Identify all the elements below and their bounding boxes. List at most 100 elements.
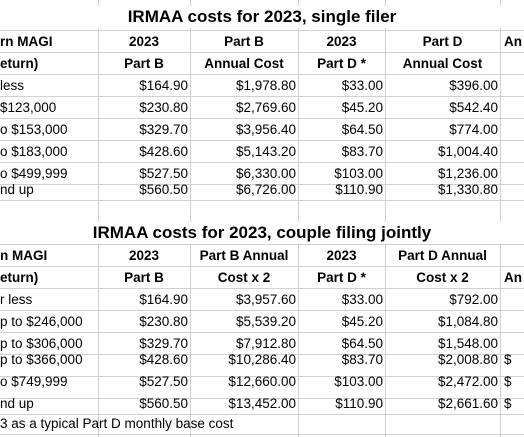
gridline (0, 118, 524, 119)
table2-title-row: IRMAA costs for 2023, couple filing join… (0, 222, 524, 244)
table2-cell-partd-annual: $2,661.60 (437, 396, 498, 411)
table1-cell-income: nd up (0, 182, 34, 197)
gridline (0, 162, 524, 163)
table1-header-2023-b: 2023 (128, 34, 160, 49)
gridline-vertical (298, 0, 299, 437)
table1-cell-partb-annual: $6,726.00 (235, 182, 296, 197)
gridline (0, 398, 524, 399)
table2-cell-income: nd up (0, 396, 34, 411)
table2-cell-partb: $560.50 (139, 396, 188, 411)
table1-cell-partd-annual: $1,004.40 (437, 144, 498, 159)
table1-cell-income: o $499,999 (0, 166, 68, 181)
table1-header2-partd: Part D * (317, 56, 366, 71)
table2-cell-partb: $329.70 (139, 336, 188, 351)
gridline (0, 310, 524, 311)
table1-title: IRMAA costs for 2023, single filer (127, 7, 397, 26)
table2-header2-partb: Part B (124, 270, 164, 285)
table2-cell-extra: $ (504, 374, 512, 389)
table2-cell-partd: $45.20 (341, 314, 383, 329)
table1-header-partd-annual: Part D (422, 34, 463, 49)
table1-cell-partb-annual: $3,956.40 (235, 122, 296, 137)
table2-cell-extra: $ (504, 352, 512, 367)
table2-cell-income: p to $246,000 (0, 314, 83, 329)
table2-header-magi: n MAGI (0, 248, 48, 263)
gridline (0, 376, 524, 377)
table2-cell-partb-annual: $13,452.00 (228, 396, 296, 411)
table2-cell-partd: $83.70 (341, 352, 383, 367)
table1-cell-income: o $183,000 (0, 144, 68, 159)
table2-header-2023-b: 2023 (128, 248, 160, 263)
table1-cell-partd-annual: $774.00 (449, 122, 498, 137)
gridline (0, 200, 524, 201)
table1-cell-partd: $64.50 (341, 122, 383, 137)
table2-cell-income: o $749,999 (0, 374, 68, 389)
gridline-vertical (190, 0, 191, 437)
table2-cell-partd-annual: $792.00 (449, 292, 498, 307)
table1-header2-magi: eturn) (0, 56, 39, 71)
table1-cell-partb-annual: $5,143.20 (235, 144, 296, 159)
table2-cell-partb: $428.60 (139, 352, 188, 367)
gridline (0, 414, 524, 415)
table2-cell-partb: $527.50 (139, 374, 188, 389)
table2-cell-partd: $110.90 (335, 396, 383, 411)
table1-header-partb-annual: Part B (224, 34, 264, 49)
table1-cell-income: less (0, 78, 25, 93)
table1-cell-partb: $560.50 (139, 182, 188, 197)
table2-header-2023-d: 2023 (326, 248, 357, 263)
gridline (0, 354, 524, 355)
table2-cell-extra: $ (504, 396, 512, 411)
table2-header2-annual-d: Cost x 2 (416, 270, 469, 285)
gridline (0, 266, 524, 267)
table1-header2-annual-b: Annual Cost (204, 56, 284, 71)
table1-header2-annual-d: Annual Cost (402, 56, 483, 71)
table1-cell-partd-annual: $396.00 (449, 78, 498, 93)
table2-cell-partd: $33.00 (341, 292, 383, 307)
gridline-vertical (385, 0, 386, 437)
gridline (0, 184, 524, 185)
footnote: 3 as a typical Part D monthly base cost (0, 416, 234, 431)
table1-cell-partd: $103.00 (334, 166, 383, 181)
table2-cell-partd-annual: $2,472.00 (437, 374, 498, 389)
table1-cell-partb: $527.50 (139, 166, 188, 181)
table2-header-partb-annual: Part B Annual (199, 248, 289, 263)
table2-cell-income: r less (0, 292, 33, 307)
gridline-vertical (500, 0, 501, 437)
table1-cell-partd: $33.00 (341, 78, 383, 93)
table2-header2-annual-b: Cost x 2 (217, 270, 271, 285)
table1-cell-partd: $110.90 (335, 182, 383, 197)
gridline (0, 140, 524, 141)
table1-cell-partd-annual: $1,330.80 (437, 182, 498, 197)
table1-cell-partd: $83.70 (341, 144, 383, 159)
table2-header2-partd: Part D * (317, 270, 366, 285)
table2-cell-partd: $64.50 (341, 336, 383, 351)
table1-cell-income: o $153,000 (0, 122, 68, 137)
table2-title: IRMAA costs for 2023, couple filing join… (92, 223, 432, 242)
gridline (0, 332, 524, 333)
gridline (0, 30, 524, 31)
table2-cell-partb: $230.80 (139, 314, 188, 329)
table2-cell-partb: $164.90 (139, 292, 188, 307)
table1-title-row: IRMAA costs for 2023, single filer (0, 6, 524, 28)
table1-header-magi: rn MAGI (0, 34, 53, 49)
table2-cell-partd-annual: $1,084.80 (437, 314, 498, 329)
table1-header2-partb: Part B (124, 56, 164, 71)
table1-cell-partb-annual: $6,330.00 (235, 166, 296, 181)
table1-header-extra: An (504, 34, 522, 49)
table1-cell-partd: $45.20 (341, 100, 383, 115)
table2-cell-partb-annual: $3,957.60 (235, 292, 296, 307)
table1-cell-partb-annual: $2,769.60 (235, 100, 296, 115)
table2-header-partd-annual: Part D Annual (398, 248, 487, 263)
table1-cell-income: $123,000 (0, 100, 57, 115)
table2-cell-income: p to $306,000 (0, 336, 83, 351)
gridline (0, 96, 524, 97)
table2-cell-partb-annual: $5,539.20 (235, 314, 296, 329)
table2-cell-partd-annual: $2,008.80 (437, 352, 498, 367)
table2-cell-partb-annual: $7,912.80 (235, 336, 296, 351)
table1-cell-partd-annual: $542.40 (449, 100, 498, 115)
gridline (0, 74, 524, 75)
gridline (0, 434, 524, 435)
table1-cell-partd-annual: $1,236.00 (437, 166, 498, 181)
table1-cell-partb: $164.90 (139, 78, 188, 93)
table1-cell-partb: $428.60 (139, 144, 188, 159)
table1-cell-partb: $230.80 (139, 100, 188, 115)
